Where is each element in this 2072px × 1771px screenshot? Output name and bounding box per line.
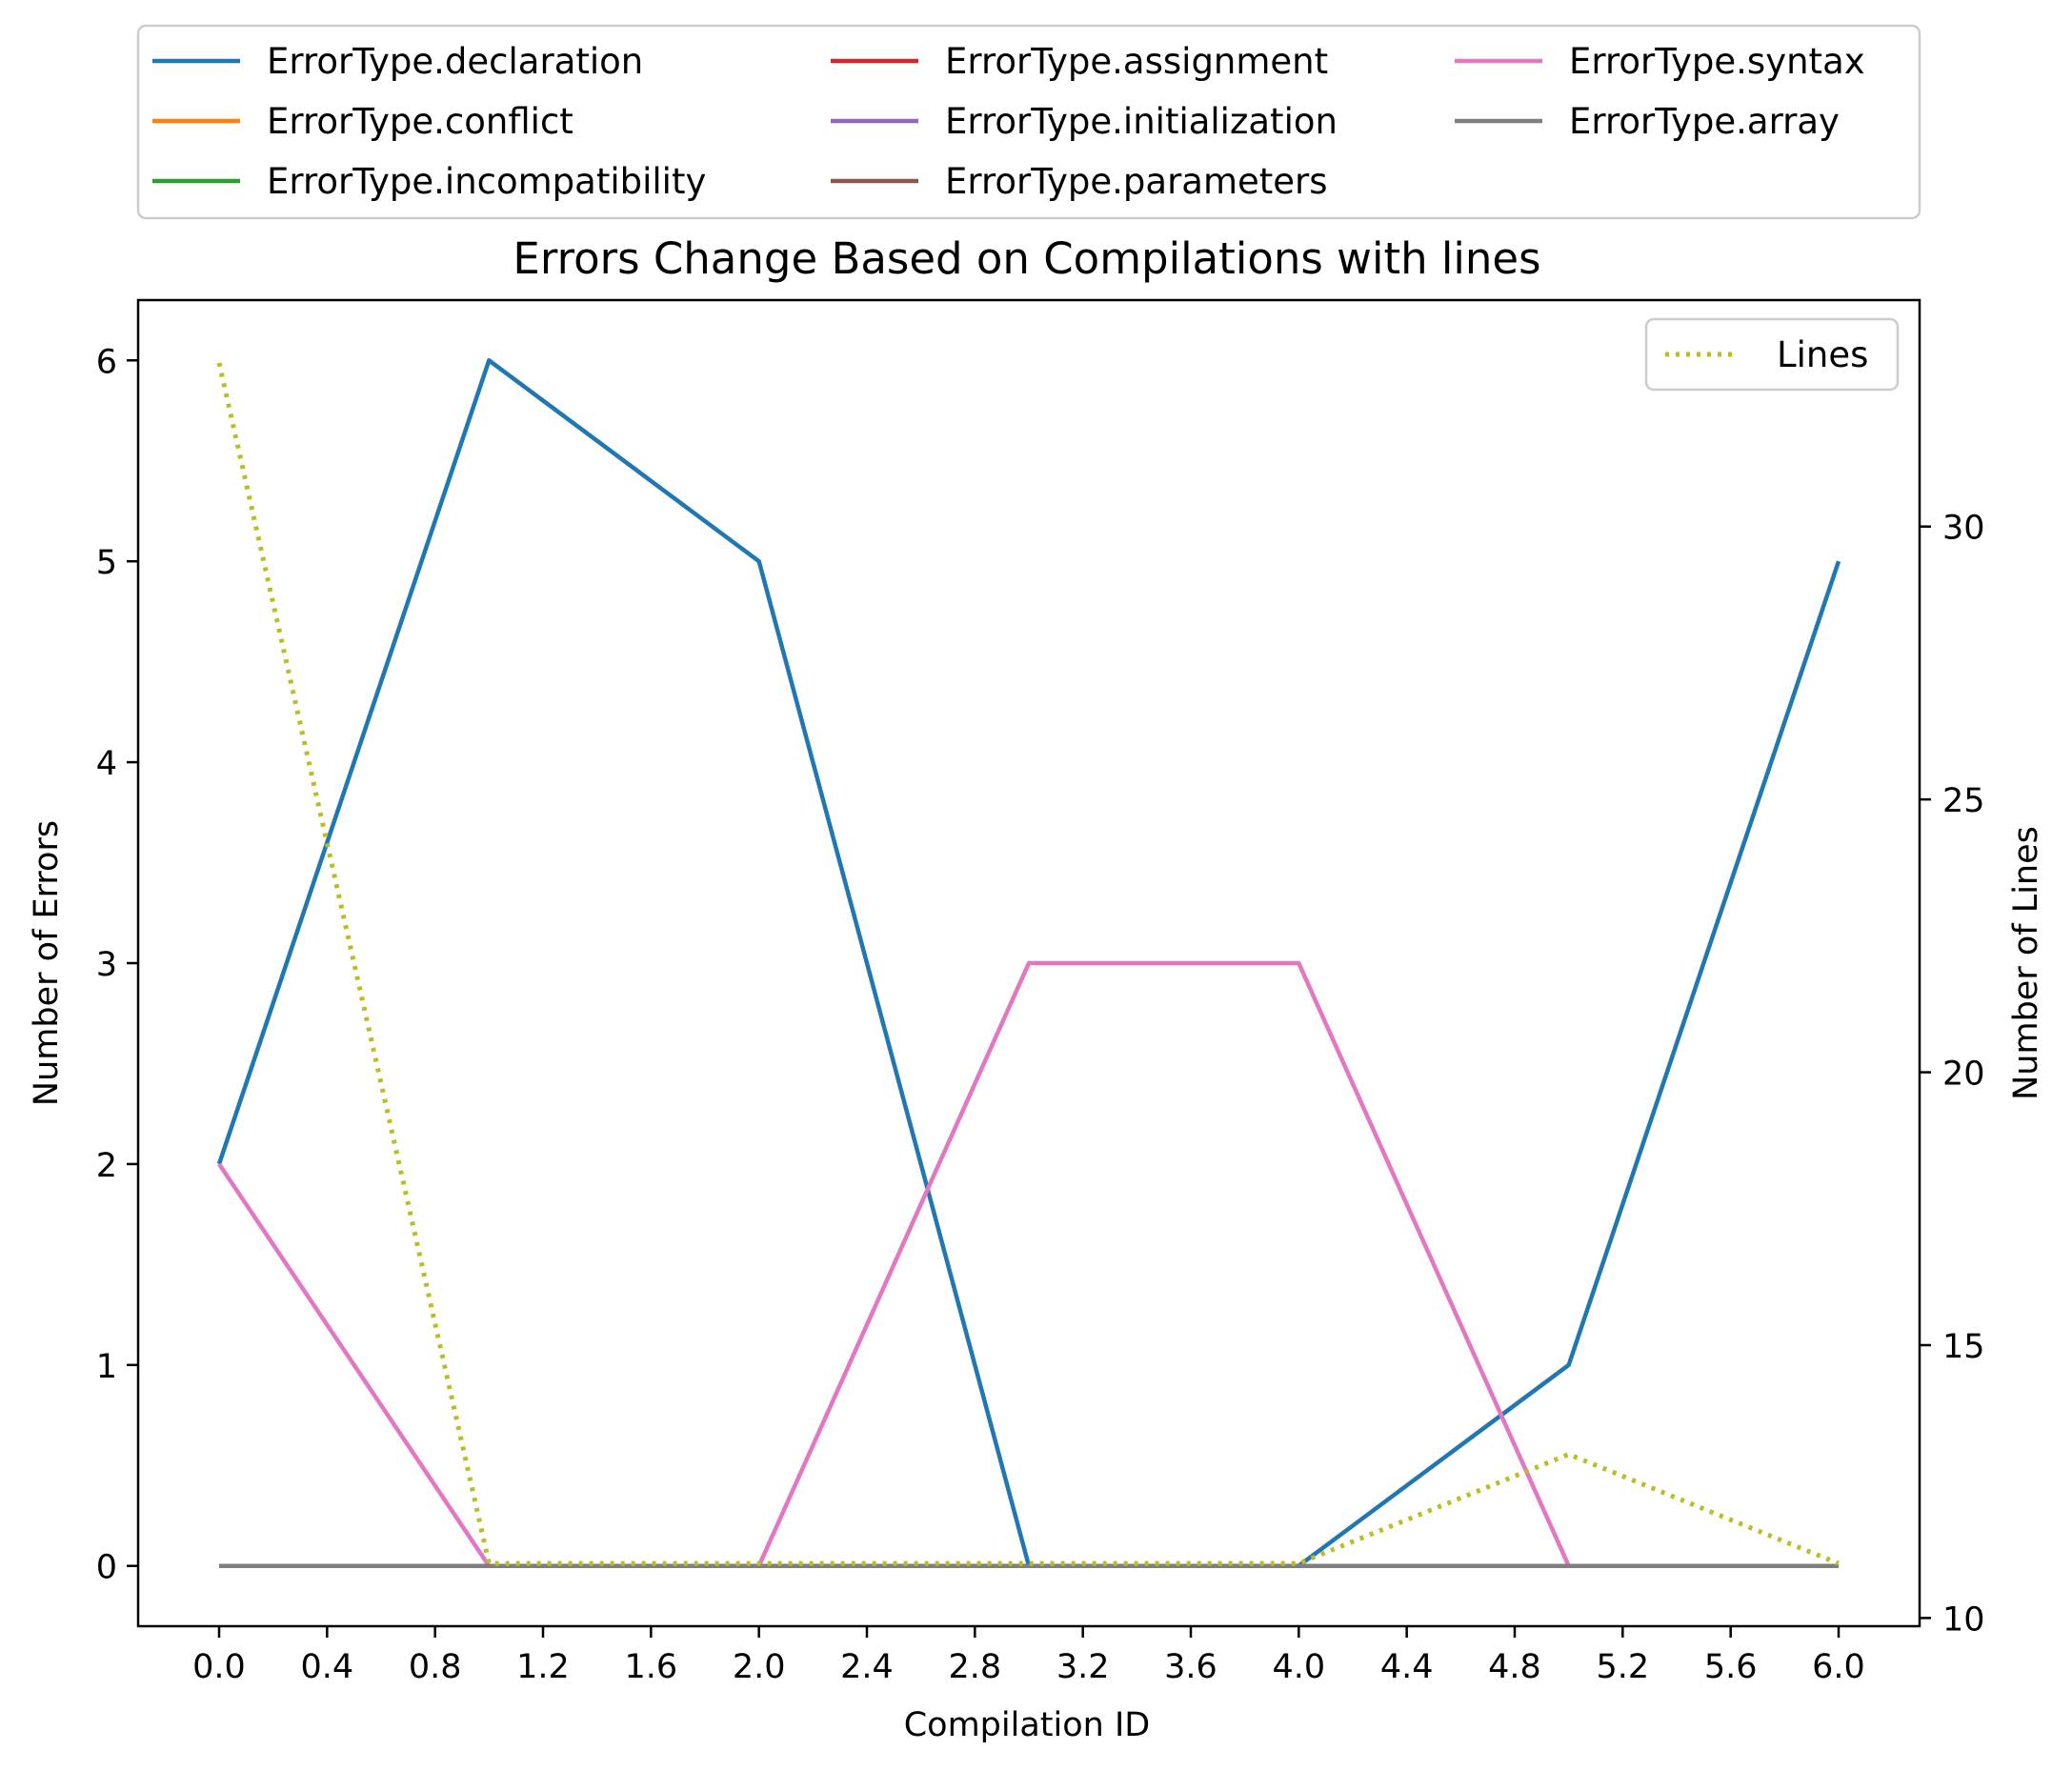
plot-lines bbox=[216, 358, 1841, 1568]
y2-tick-label-0: 10 bbox=[1942, 1600, 1985, 1639]
main-legend: ErrorType.declaration ErrorType.conflict E… bbox=[136, 24, 1921, 220]
chart-title: Errors Change Based on Compilations with… bbox=[513, 233, 1540, 284]
y2-tick-label-1: 15 bbox=[1942, 1328, 1985, 1366]
y-tick-label-4: 4 bbox=[96, 745, 117, 783]
x-tick-label-1: 0.4 bbox=[300, 1648, 353, 1686]
y2-axis-label: Number of Lines bbox=[2007, 826, 2045, 1100]
secondary-legend: Lines bbox=[1644, 317, 1900, 392]
x-tick-label-9: 3.6 bbox=[1164, 1648, 1217, 1686]
x-tick-label-14: 5.6 bbox=[1704, 1648, 1758, 1686]
x-tick-label-13: 5.2 bbox=[1596, 1648, 1649, 1686]
legend-label-1: ErrorType.conflict bbox=[267, 101, 573, 142]
x-tick-label-12: 4.8 bbox=[1488, 1648, 1541, 1686]
secondary-legend-label: Lines bbox=[1777, 334, 1868, 375]
y2-tick-label-2: 20 bbox=[1942, 1056, 1985, 1094]
main-legend-frame bbox=[136, 24, 1921, 220]
y-axis: 0 1 2 3 4 5 6 bbox=[96, 343, 138, 1587]
x-tick-label-8: 3.2 bbox=[1056, 1648, 1110, 1686]
y-tick-label-5: 5 bbox=[96, 544, 117, 582]
legend-label-2: ErrorType.incompatibility bbox=[267, 161, 706, 202]
x-axis: 0.0 0.4 0.8 1.2 1.6 2.0 2.4 2.8 3.2 3.6 4.0 4.4 4.8 5… bbox=[192, 1626, 1865, 1686]
y-tick-label-3: 3 bbox=[96, 946, 117, 984]
legend-label-4: ErrorType.initialization bbox=[945, 101, 1338, 142]
x-tick-label-15: 6.0 bbox=[1812, 1648, 1865, 1686]
y2-tick-label-4: 30 bbox=[1942, 510, 1985, 548]
legend-label-6: ErrorType.syntax bbox=[1569, 41, 1865, 82]
x-tick-label-6: 2.4 bbox=[840, 1648, 894, 1686]
legend-label-5: ErrorType.parameters bbox=[945, 161, 1328, 202]
y2-tick-label-3: 25 bbox=[1942, 782, 1985, 820]
legend-label-0: ErrorType.declaration bbox=[267, 41, 643, 82]
x-tick-label-0: 0.0 bbox=[192, 1648, 246, 1686]
legend-label-7: ErrorType.array bbox=[1569, 101, 1840, 142]
y-tick-label-2: 2 bbox=[96, 1147, 117, 1185]
x-tick-label-7: 2.8 bbox=[948, 1648, 1001, 1686]
x-tick-label-10: 4.0 bbox=[1272, 1648, 1325, 1686]
y-tick-label-0: 0 bbox=[96, 1549, 117, 1587]
x-tick-label-11: 4.4 bbox=[1380, 1648, 1434, 1686]
y2-axis: 10 15 20 25 30 bbox=[1920, 510, 1985, 1639]
x-tick-label-2: 0.8 bbox=[409, 1648, 462, 1686]
x-tick-label-4: 1.6 bbox=[624, 1648, 677, 1686]
y-tick-label-1: 1 bbox=[96, 1348, 117, 1386]
secondary-legend-frame bbox=[1644, 317, 1900, 392]
y-axis-label: Number of Errors bbox=[28, 820, 66, 1106]
x-tick-label-5: 2.0 bbox=[733, 1648, 786, 1686]
y-tick-label-6: 6 bbox=[96, 343, 117, 381]
x-axis-label: Compilation ID bbox=[904, 1706, 1151, 1744]
x-tick-label-3: 1.2 bbox=[516, 1648, 570, 1686]
legend-label-3: ErrorType.assignment bbox=[945, 41, 1328, 82]
